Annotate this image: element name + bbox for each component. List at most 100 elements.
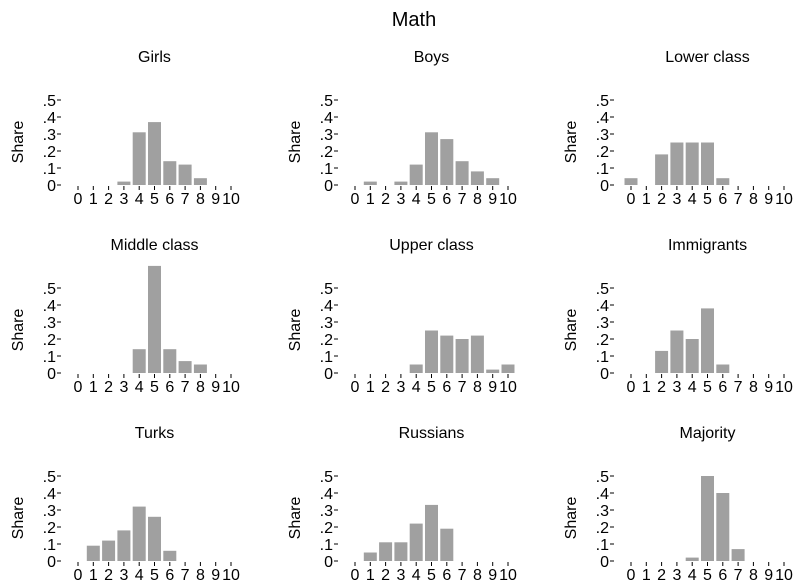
x-tick-label: 8 bbox=[473, 379, 482, 396]
x-tick-label: 2 bbox=[657, 379, 666, 396]
y-tick-label: .3 bbox=[43, 315, 56, 332]
y-tick-label: .5 bbox=[596, 281, 609, 298]
bar-middle-class-6 bbox=[163, 349, 177, 373]
x-tick-label: 1 bbox=[642, 379, 651, 396]
bar-boys-5 bbox=[425, 132, 438, 185]
y-tick-label: .3 bbox=[596, 127, 609, 144]
y-axis-label: Share bbox=[10, 497, 27, 540]
bar-immigrants-6 bbox=[716, 364, 730, 373]
y-tick-label: 0 bbox=[324, 366, 333, 383]
y-tick-label: .4 bbox=[43, 110, 56, 127]
panel-title: Upper class bbox=[389, 237, 473, 254]
x-tick-label: 6 bbox=[165, 191, 174, 208]
bar-majority-6 bbox=[716, 493, 730, 561]
x-tick-label: 5 bbox=[427, 191, 436, 208]
x-tick-label: 4 bbox=[688, 567, 697, 584]
y-tick-label: .4 bbox=[320, 110, 333, 127]
y-tick-label: .4 bbox=[320, 486, 333, 503]
y-axis-label: Share bbox=[287, 309, 304, 352]
x-tick-label: 2 bbox=[104, 379, 113, 396]
x-tick-label: 0 bbox=[74, 379, 83, 396]
bar-lower-class-2 bbox=[655, 154, 669, 185]
x-tick-label: 7 bbox=[734, 191, 743, 208]
bar-boys-3 bbox=[394, 181, 408, 185]
x-tick-label: 1 bbox=[89, 567, 98, 584]
x-tick-label: 0 bbox=[627, 379, 636, 396]
x-tick-label: 2 bbox=[381, 191, 390, 208]
x-tick-label: 5 bbox=[703, 191, 712, 208]
panel-title: Russians bbox=[399, 425, 465, 442]
x-tick-label: 9 bbox=[211, 191, 220, 208]
panel-title: Majority bbox=[679, 425, 735, 442]
y-tick-label: .4 bbox=[43, 298, 56, 315]
bar-immigrants-4 bbox=[685, 339, 699, 373]
x-tick-label: 3 bbox=[119, 191, 128, 208]
bar-upper-class-7 bbox=[455, 339, 469, 373]
x-tick-label: 8 bbox=[473, 567, 482, 584]
x-tick-label: 8 bbox=[749, 379, 758, 396]
y-tick-label: .1 bbox=[596, 161, 609, 178]
y-tick-label: .2 bbox=[320, 144, 333, 161]
x-tick-label: 7 bbox=[734, 567, 743, 584]
x-tick-label: 1 bbox=[366, 567, 375, 584]
x-tick-label: 7 bbox=[458, 379, 467, 396]
x-tick-label: 8 bbox=[749, 191, 758, 208]
x-tick-label: 9 bbox=[488, 191, 497, 208]
x-tick-label: 9 bbox=[488, 379, 497, 396]
bar-turks-3 bbox=[117, 530, 131, 561]
y-tick-label: .2 bbox=[596, 144, 609, 161]
y-tick-label: 0 bbox=[47, 366, 56, 383]
bar-immigrants-3 bbox=[670, 330, 684, 373]
y-tick-label: .1 bbox=[596, 349, 609, 366]
x-tick-label: 10 bbox=[222, 379, 240, 396]
bar-middle-class-4 bbox=[132, 349, 146, 373]
y-tick-label: 0 bbox=[47, 178, 56, 195]
bar-middle-class-8 bbox=[193, 364, 207, 373]
y-tick-label: .4 bbox=[596, 110, 609, 127]
x-tick-label: 2 bbox=[657, 191, 666, 208]
x-tick-label: 1 bbox=[89, 379, 98, 396]
x-tick-label: 5 bbox=[427, 567, 436, 584]
x-tick-label: 6 bbox=[442, 567, 451, 584]
bar-turks-6 bbox=[163, 550, 177, 561]
x-tick-label: 3 bbox=[672, 191, 681, 208]
x-tick-label: 8 bbox=[196, 191, 205, 208]
bar-turks-4 bbox=[132, 506, 146, 561]
x-tick-label: 4 bbox=[412, 191, 421, 208]
bar-girls-3 bbox=[117, 181, 131, 185]
bar-boys-8 bbox=[470, 171, 484, 185]
bar-majority-5 bbox=[701, 476, 714, 561]
x-tick-label: 8 bbox=[749, 567, 758, 584]
panel-title: Middle class bbox=[110, 237, 198, 254]
x-tick-label: 6 bbox=[718, 567, 727, 584]
panel-title: Boys bbox=[414, 49, 450, 66]
x-tick-label: 6 bbox=[165, 567, 174, 584]
y-tick-label: .4 bbox=[596, 298, 609, 315]
x-tick-label: 1 bbox=[89, 191, 98, 208]
x-tick-label: 8 bbox=[196, 567, 205, 584]
bar-majority-7 bbox=[731, 549, 745, 561]
y-axis-label: Share bbox=[10, 121, 27, 164]
bar-lower-class-3 bbox=[670, 142, 684, 185]
x-tick-label: 3 bbox=[672, 379, 681, 396]
y-tick-label: .5 bbox=[320, 469, 333, 486]
x-tick-label: 4 bbox=[135, 191, 144, 208]
x-tick-label: 3 bbox=[396, 379, 405, 396]
bar-immigrants-5 bbox=[701, 308, 714, 373]
bar-boys-7 bbox=[455, 161, 469, 185]
x-tick-label: 1 bbox=[366, 191, 375, 208]
bar-lower-class-6 bbox=[716, 178, 730, 185]
y-tick-label: .2 bbox=[43, 520, 56, 537]
x-tick-label: 9 bbox=[764, 567, 773, 584]
x-tick-label: 4 bbox=[688, 191, 697, 208]
x-tick-label: 2 bbox=[104, 567, 113, 584]
x-tick-label: 4 bbox=[688, 379, 697, 396]
bar-girls-5 bbox=[148, 122, 161, 185]
bar-girls-6 bbox=[163, 161, 177, 185]
y-tick-label: 0 bbox=[600, 554, 609, 571]
x-tick-label: 6 bbox=[718, 379, 727, 396]
